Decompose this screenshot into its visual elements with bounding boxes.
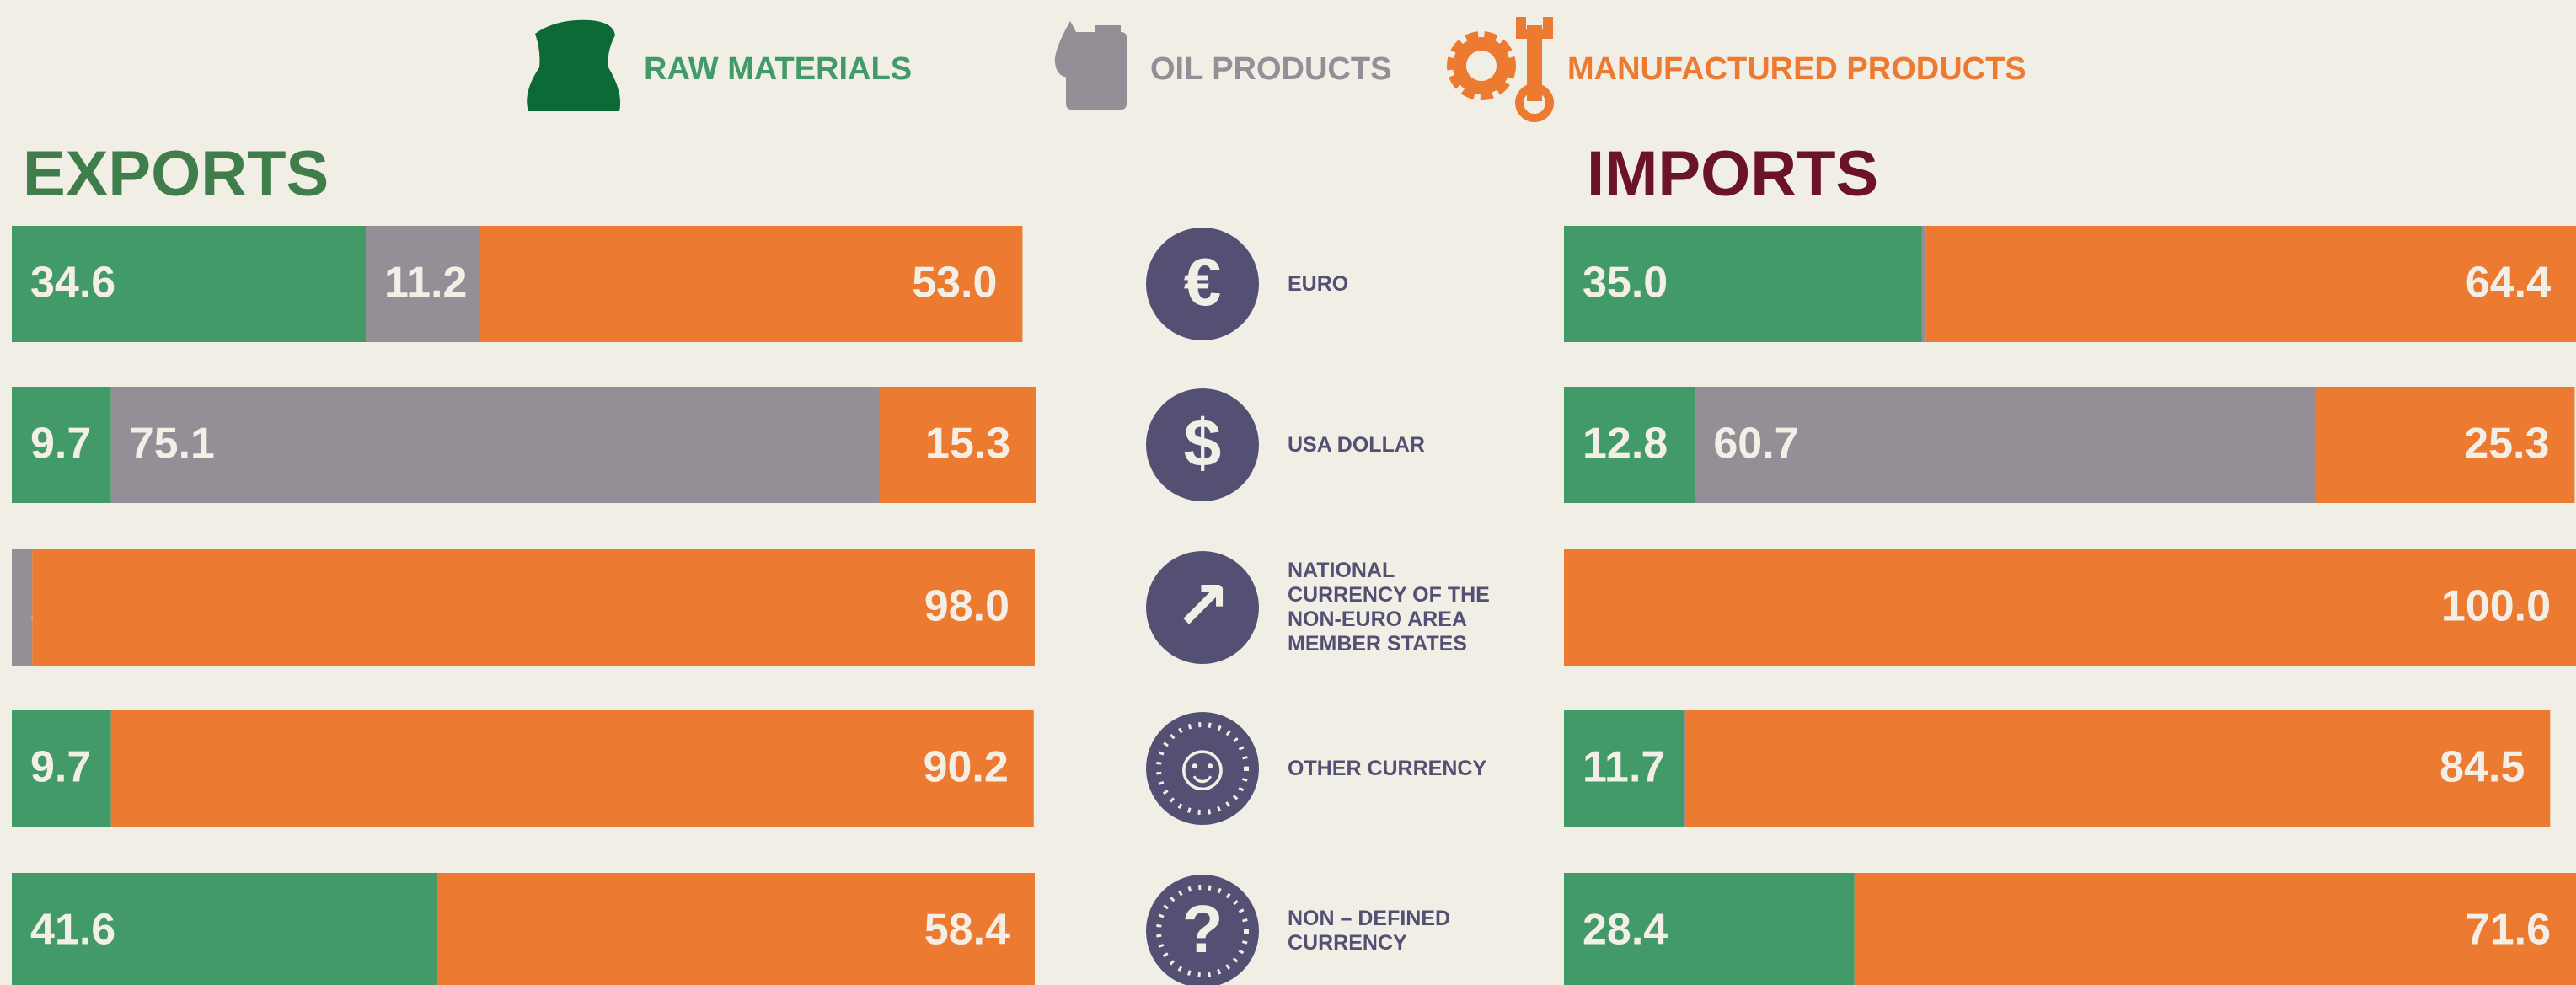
category-label: EURO	[1288, 271, 1349, 296]
bar-segment	[12, 226, 367, 342]
value-label: 25.3	[2464, 420, 2549, 468]
legend-label: MANUFACTURED PRODUCTS	[1567, 51, 2027, 87]
bar-segment	[12, 873, 438, 985]
value-label: 11.2	[384, 259, 467, 308]
icon-glyph: ↗	[1174, 568, 1230, 643]
currency-icon	[1146, 551, 1259, 664]
bar-segment	[879, 387, 1036, 503]
currency-icon	[1146, 875, 1259, 985]
bar-segment	[1564, 549, 2576, 666]
bar-segment	[1564, 387, 1695, 503]
category-label: NON – DEFINED CURRENCY	[1288, 907, 1451, 955]
value-label: 11.7	[1583, 743, 1665, 792]
bar-segment	[437, 873, 1035, 985]
imports-title: IMPORTS	[1587, 138, 1878, 210]
value-label: 90.2	[924, 743, 1009, 792]
currency-icon	[1146, 388, 1259, 501]
bar-segment	[12, 387, 111, 503]
bar-segment	[1921, 226, 1926, 342]
icon-glyph: ☺	[1168, 729, 1237, 804]
legend-label: RAW MATERIALS	[644, 51, 912, 87]
value-label: 98.0	[924, 582, 1010, 631]
currency-icon	[1146, 712, 1259, 825]
bar-segment	[1564, 710, 1684, 827]
bar-segment	[1564, 873, 1855, 985]
value-label: 64.4	[2466, 259, 2551, 308]
category-box: EURO	[1288, 271, 1349, 296]
value-label: 58.4	[924, 906, 1010, 955]
bar-segment	[12, 549, 33, 666]
bar-segment	[366, 226, 481, 342]
bar-segment	[32, 549, 1035, 666]
bar-segment	[110, 387, 880, 503]
value-label: 71.6	[2466, 906, 2551, 955]
bar-segment	[1695, 387, 2316, 503]
value-label: 35.0	[1583, 259, 1668, 308]
category-box: USA DOLLAR	[1288, 432, 1425, 457]
value-label: 60.7	[1713, 420, 1798, 468]
category-box: NATIONAL CURRENCY OF THE NON-EURO AREA M…	[1288, 559, 1490, 656]
value-label: 84.5	[2439, 743, 2525, 792]
value-label: 15.3	[925, 420, 1010, 468]
gear-icon	[1447, 17, 1554, 122]
value-label: 9.7	[30, 420, 91, 468]
bar-segment	[480, 226, 1023, 342]
icon-glyph: ?	[1182, 891, 1224, 966]
bar-segment	[2316, 387, 2575, 503]
bar-segment	[1854, 873, 2576, 985]
icon-glyph: €	[1184, 244, 1222, 319]
icon-ring	[1156, 885, 1249, 977]
bar-segment	[110, 710, 1034, 827]
category-label: OTHER CURRENCY	[1288, 756, 1487, 780]
value-label: 75.1	[130, 420, 215, 468]
value-label: 53.0	[912, 259, 997, 308]
value-label: 9.7	[30, 743, 91, 792]
category-box: OTHER CURRENCY	[1288, 756, 1487, 780]
value-label: 34.6	[30, 259, 115, 308]
icon-glyph: $	[1184, 405, 1222, 480]
bar-segment	[1685, 710, 2551, 827]
value-label: 100.0	[2441, 582, 2551, 631]
bar-segment	[1684, 710, 1686, 827]
bar-segment	[1925, 226, 2576, 342]
sack-icon	[527, 19, 621, 111]
currency-icon	[1146, 228, 1259, 340]
category-box: NON – DEFINED CURRENCY	[1288, 907, 1451, 955]
category-label: USA DOLLAR	[1288, 432, 1425, 457]
legend-label: OIL PRODUCTS	[1150, 51, 1391, 87]
value-label: 28.4	[1583, 906, 1668, 955]
bar-segment	[1564, 226, 1922, 342]
bar-segment	[12, 710, 111, 827]
value-label: 41.6	[30, 906, 115, 955]
oil-icon	[1054, 21, 1127, 110]
category-label: NATIONAL CURRENCY OF THE NON-EURO AREA M…	[1288, 559, 1490, 656]
exports-title: EXPORTS	[23, 138, 329, 210]
value-label: 12.8	[1583, 420, 1668, 468]
icon-ring	[1156, 722, 1249, 815]
